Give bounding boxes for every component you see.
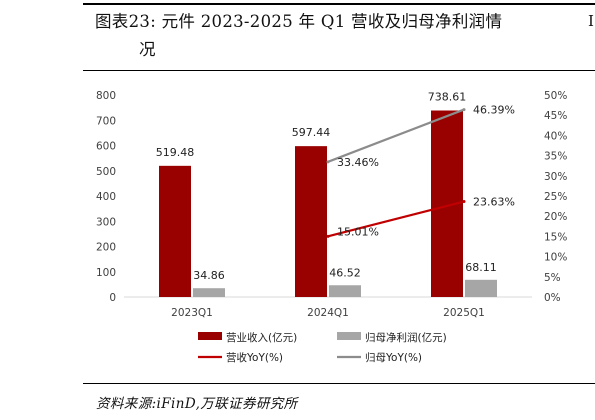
profit-bar (465, 279, 497, 297)
cropped-side-mark: I (588, 12, 594, 30)
y-right-tick-label: 15% (544, 231, 567, 243)
y-right-tick-label: 10% (544, 252, 567, 264)
profit-yoy-point (462, 108, 466, 112)
figure-caption: 图表23: 元件 2023-2025 年 Q1 营收及归母净利润情 (95, 12, 503, 31)
legend-revenue-label: 营业收入(亿元) (226, 331, 297, 344)
y-left-tick-label: 500 (96, 166, 116, 178)
y-right-tick-label: 45% (544, 110, 567, 122)
revenue-profit-chart: 0 100 200 300 400 500 600 700 800 0% 5% 10% 15% 20% 25… (96, 90, 567, 364)
profit-yoy-line (327, 108, 465, 163)
y-left-tick-label: 600 (96, 141, 116, 153)
profit-yoy-point (326, 160, 330, 164)
source-note: 资料来源:iFinD,万联证券研究所 (96, 396, 298, 412)
profit-data-label: 46.52 (329, 266, 361, 279)
revenue-yoy-data-label: 23.63% (473, 196, 515, 209)
profit-data-label: 34.86 (193, 269, 225, 282)
profit-yoy-data-label: 33.46% (337, 156, 379, 169)
chart-bottom-rule (83, 383, 595, 384)
x-tick-label: 2023Q1 (171, 307, 213, 319)
y-right-tick-label: 50% (544, 90, 567, 102)
y-left-tick-label: 800 (96, 90, 116, 102)
revenue-yoy-point (326, 234, 330, 238)
x-tick-label: 2024Q1 (307, 307, 349, 319)
legend-revenue-yoy-label: 营收YoY(%) (226, 351, 283, 364)
profit-yoy-data-label: 46.39% (473, 104, 515, 117)
profit-bar (193, 288, 225, 297)
revenue-bar (295, 146, 327, 297)
y-left-tick-label: 0 (109, 292, 116, 304)
legend-profit-yoy-label: 归母YoY(%) (365, 351, 422, 364)
revenue-data-label: 519.48 (156, 146, 195, 159)
y-right-tick-label: 20% (544, 211, 567, 223)
legend-profit-label: 归母净利润(亿元) (365, 331, 447, 344)
y-left-tick-label: 100 (96, 267, 116, 279)
revenue-yoy-line (327, 200, 465, 238)
y-left-tick-label: 400 (96, 191, 116, 203)
revenue-yoy-data-label: 15.01% (337, 225, 379, 238)
figure-caption-continued: 况 (139, 40, 156, 59)
revenue-bar (159, 165, 191, 297)
revenue-yoy-point (462, 200, 466, 204)
y-right-tick-label: 5% (544, 272, 561, 284)
caption-top-rule (83, 3, 595, 5)
caption-bottom-rule (83, 70, 595, 71)
x-tick-label: 2025Q1 (443, 307, 485, 319)
revenue-data-label: 738.61 (428, 91, 467, 104)
revenue-data-label: 597.44 (292, 126, 331, 139)
y-right-tick-label: 0% (544, 292, 561, 304)
y-right-tick-label: 30% (544, 171, 567, 183)
y-left-tick-label: 300 (96, 216, 116, 228)
profit-data-label: 68.11 (465, 261, 497, 274)
legend-revenue-swatch (198, 332, 222, 340)
legend-profit-swatch (337, 332, 361, 340)
y-right-tick-label: 35% (544, 151, 567, 163)
profit-bar (329, 285, 361, 297)
y-left-tick-label: 700 (96, 115, 116, 127)
y-left-tick-label: 200 (96, 242, 116, 254)
y-right-tick-label: 40% (544, 130, 567, 142)
y-right-tick-label: 25% (544, 191, 567, 203)
